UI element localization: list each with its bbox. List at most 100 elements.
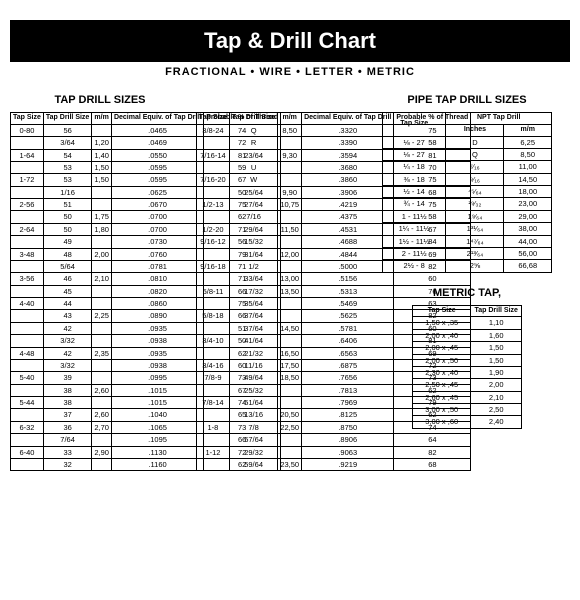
cell: 21/32 [229,347,277,359]
table-row: 3,00 x ,602,40 [413,416,522,428]
cell: 49/64 [229,372,277,384]
cell [11,137,44,149]
cell: 23,00 [504,198,552,210]
cell: .4531 [302,223,394,235]
cell: 42 [43,322,91,334]
cell [92,397,112,409]
cell: .5781 [302,322,394,334]
metric-tap-title: METRIC TAP, [382,287,552,299]
cell: .5625 [302,310,394,322]
cell [278,260,302,272]
col-mm: m/m [504,124,552,136]
table-row: 2 - 11½2¹³⁄₆₄56,00 [383,247,552,259]
cell: 37 [43,409,91,421]
cell: 1,20 [92,137,112,149]
cell: .0860 [111,298,203,310]
cell [197,186,230,198]
cell: 23,50 [278,458,302,470]
cell: R [229,137,277,149]
cell: U [229,161,277,173]
cell: ⁹⁄₁₆ [446,173,504,185]
cell [278,335,302,347]
cell: 0-80 [11,124,44,136]
cell [278,161,302,173]
cell [197,347,230,359]
cell: .0465 [111,124,203,136]
cell: .3680 [302,161,394,173]
cell: .0595 [111,174,203,186]
cell [11,260,44,272]
cell: 25/32 [229,384,277,396]
cell: 37/64 [229,310,277,322]
cell: .1130 [111,446,203,458]
cell: .5469 [302,298,394,310]
table-row: ¼ - 18⁷⁄₁₆11,00 [383,161,552,173]
cell [197,137,230,149]
cell: 7/8-14 [197,397,230,409]
cell: .6875 [302,359,394,371]
cell: 44 [43,298,91,310]
cell [11,236,44,248]
cell: 16,50 [278,347,302,359]
cell: 2,10 [471,391,522,403]
cell: 2,25 [92,310,112,322]
cell: 66,68 [504,260,552,272]
cell: 11/16 [229,359,277,371]
cell: 3/64 [43,137,91,149]
cell: ⅛ - 27 [383,148,446,160]
cell: 1-8 [197,421,230,433]
col-inches: Inches [446,124,504,136]
cell: 1 - 11½ [383,210,446,222]
cell: 7/16-14 [197,149,230,161]
cell: 33/64 [229,273,277,285]
cell: 10,75 [278,199,302,211]
cell: .3320 [302,124,394,136]
cell: .8750 [302,421,394,433]
cell: .3860 [302,174,394,186]
cell: 3/8-24 [197,124,230,136]
cell: 1³¹⁄₆₄ [446,223,504,235]
cell: 5/8-11 [197,285,230,297]
cell: .0935 [111,322,203,334]
cell: 32 [43,458,91,470]
cell: 7/8 [229,421,277,433]
cell [11,310,44,322]
cell: .0550 [111,149,203,161]
table-row: 2,00 x ,451,50 [413,342,522,354]
cell: .0810 [111,273,203,285]
cell: 3-56 [11,273,44,285]
cell: .9063 [302,446,394,458]
cell: 57/64 [229,434,277,446]
cell [11,186,44,198]
cell: 1,50 [92,174,112,186]
cell: 3/4-16 [197,359,230,371]
cell [92,186,112,198]
table-row: ⅛ - 27D6,25 [383,136,552,148]
cell: .0595 [111,161,203,173]
cell: 51/64 [229,397,277,409]
cell: 8,50 [278,124,302,136]
cell: .9219 [302,458,394,470]
col-drill-size: Tap Drill Size [229,113,277,125]
cell: 12,00 [278,248,302,260]
cell: .1095 [111,434,203,446]
cell: .7656 [302,372,394,384]
cell [92,260,112,272]
col-npt: NPT Tap Drill [446,113,552,125]
cell: 5/8-18 [197,310,230,322]
cell: Q [446,148,504,160]
cell: 11,00 [504,161,552,173]
cell: 49 [43,236,91,248]
cell: 1,50 [471,354,522,366]
cell: 7/64 [43,434,91,446]
cell: .0760 [111,248,203,260]
cell: .0625 [111,186,203,198]
content-layout: TAP DRILL SIZES Tap Size Tap Drill Size … [0,90,580,471]
cell: 27/64 [229,199,277,211]
col-drill-size: Tap Drill Size [471,305,522,317]
cell: .5000 [302,260,394,272]
cell: 1,50 [92,161,112,173]
cell: 1,10 [471,317,522,329]
cell: 6,25 [504,136,552,148]
col-drill-size: Tap Drill Size [43,113,91,125]
